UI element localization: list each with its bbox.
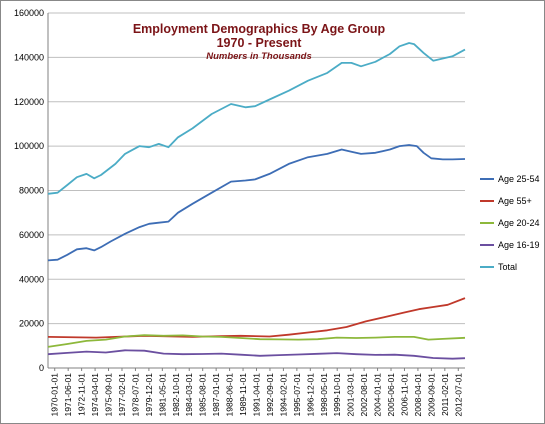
x-tick-label: 1987-01-01 [211,373,221,417]
series-line-age-16-19 [47,349,466,360]
legend-label: Total [498,262,517,272]
y-tick-label: 100000 [14,141,44,151]
x-tick-label: 2011-02-01 [440,373,450,416]
chart-subtitle: 1970 - Present [217,36,303,50]
x-tick-label: 1970-01-01 [50,373,60,417]
series-lines [47,42,466,360]
y-tick-label: 20000 [19,319,44,329]
y-tick-label: 140000 [14,52,44,62]
x-tick-label: 2005-06-01 [386,373,396,417]
x-tick-label: 2001-03-01 [346,373,356,417]
y-tick-label: 160000 [14,8,44,18]
legend: Age 25-54 Age 55+ Age 20-24 Age 16-19 Total [480,174,540,272]
x-tick-label: 1978-07-01 [130,373,140,417]
x-tick-label: 2008-04-01 [413,373,423,417]
x-tick-label: 1992-09-01 [265,373,275,417]
x-tick-label: 1981-05-01 [157,373,167,417]
x-tick-label: 1995-07-01 [292,373,302,417]
y-tick-label: 120000 [14,97,44,107]
legend-label: Age 25-54 [498,174,540,184]
x-tick-label: 1994-02-01 [278,373,288,417]
x-tick-label: 1984-03-01 [184,373,194,417]
series-line-age-20-24 [47,334,466,348]
y-tick-label: 0 [39,363,44,373]
x-tick-label: 1977-02-01 [117,373,127,417]
x-tick-label: 2012-07-01 [453,373,463,417]
x-tick-label: 1991-04-01 [252,373,262,417]
series-line-total [47,42,466,195]
y-tick-label: 40000 [19,274,44,284]
legend-label: Age 20-24 [498,218,540,228]
axes: 0 20000 40000 60000 80000 100000 120000 140000 1… [14,8,465,416]
x-tick-label: 2004-01-01 [373,373,383,417]
x-tick-label: 1989-11-01 [238,373,248,416]
series-line-age-25-54 [47,144,466,262]
x-tick-label: 1979-12-01 [144,373,154,417]
y-tick-label: 60000 [19,230,44,240]
chart-title-block: Employment Demographics By Age Group 197… [133,22,386,62]
x-tick-label: 1996-12-01 [305,373,315,417]
x-tick-label: 1982-10-01 [171,373,181,417]
y-tick-label: 80000 [19,186,44,196]
x-tick-label: 1999-10-01 [332,373,342,417]
x-tick-label: 1971-06-01 [63,373,73,417]
x-tick-label: 2006-11-01 [399,373,409,416]
chart-title: Employment Demographics By Age Group [133,22,386,36]
x-tick-label: 1998-05-01 [319,373,329,417]
x-tick-label: 1988-06-01 [225,373,235,417]
x-tick-label: 1972-11-01 [77,373,87,416]
x-tick-label: 2002-08-01 [359,373,369,417]
x-tick-label: 1975-09-01 [104,373,114,417]
legend-label: Age 16-19 [498,240,540,250]
legend-label: Age 55+ [498,196,532,206]
x-tick-label: 2009-09-01 [426,373,436,417]
x-tick-label: 1985-08-01 [198,373,208,417]
chart-note: Numbers in Thousands [206,51,312,62]
x-tick-label: 1974-04-01 [90,373,100,417]
